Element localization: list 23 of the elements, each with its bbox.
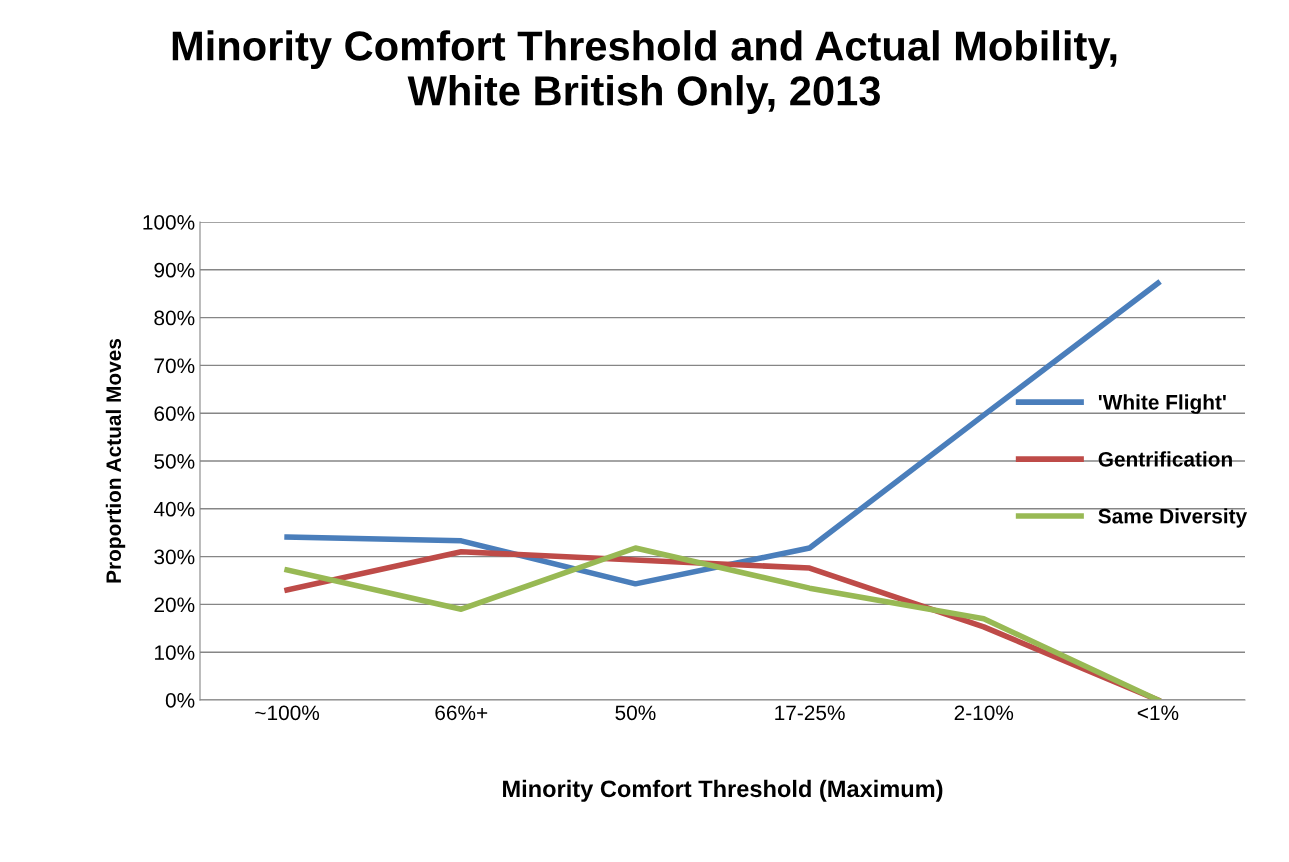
y-tick-label: 90% — [154, 262, 195, 278]
y-tick-label: 70% — [154, 358, 195, 374]
y-tick-label: 60% — [154, 406, 195, 421]
legend-label: 'White Flight' — [1098, 394, 1226, 414]
y-tick-label: 0% — [165, 693, 195, 708]
y-tick-label: 10% — [155, 645, 195, 660]
x-axis-title: Minority Comfort Threshold (Maximum) — [503, 779, 943, 802]
chart-title: Minority Comfort Threshold and Actual Mobility, White British Only, 2013 — [172, 30, 1117, 114]
legend-label: Gentrification — [1098, 451, 1232, 467]
y-tick-label: 100% — [143, 215, 195, 230]
x-tick-label: 17-25% — [775, 705, 845, 721]
x-tick-label: 50% — [615, 705, 656, 721]
y-tick-label: 50% — [154, 454, 195, 469]
y-tick-label: 20% — [154, 597, 195, 613]
legend-label: Same Diversity — [1098, 508, 1248, 528]
y-tick-label: 80% — [154, 310, 195, 326]
y-tick-label: 30% — [154, 549, 195, 565]
x-tick-label: 66%+ — [435, 705, 488, 721]
y-tick-label: 40% — [153, 501, 195, 517]
x-tick-label: ~100% — [255, 705, 320, 721]
x-tick-label: <1% — [1137, 705, 1179, 721]
x-tick-label: 2-10% — [954, 705, 1014, 721]
y-axis-title: Proportion Actual Moves — [105, 338, 126, 583]
